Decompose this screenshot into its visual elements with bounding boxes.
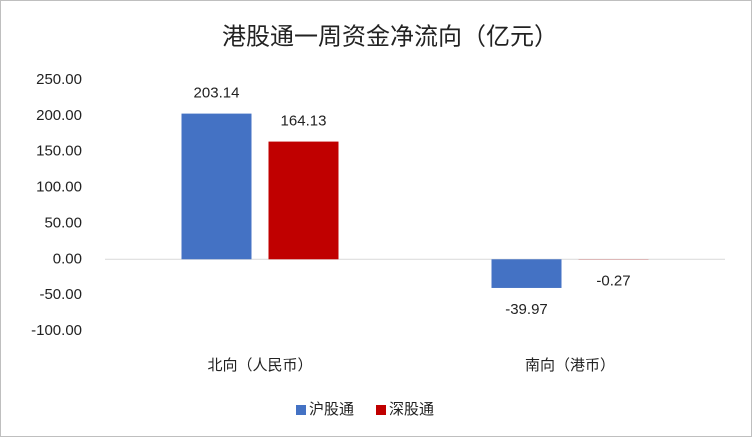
value-label: -39.97 xyxy=(505,301,548,318)
y-tick-label: 50.00 xyxy=(44,214,82,231)
legend-swatch xyxy=(296,405,306,415)
legend-label: 深股通 xyxy=(389,401,434,418)
y-tick-label: -50.00 xyxy=(39,286,82,303)
x-tick-label: 南向（港币） xyxy=(525,357,615,374)
legend-label: 沪股通 xyxy=(309,401,354,418)
y-tick-label: 0.00 xyxy=(53,250,82,267)
bar xyxy=(491,259,562,288)
bar xyxy=(268,141,339,260)
bar xyxy=(181,113,252,260)
y-tick-label: 100.00 xyxy=(36,179,82,196)
legend-swatch xyxy=(376,405,386,415)
y-tick-label: 200.00 xyxy=(36,107,82,124)
x-tick-label: 北向（人民币） xyxy=(207,357,312,374)
y-tick-label: -100.00 xyxy=(31,322,82,339)
value-label: 203.14 xyxy=(194,85,240,102)
value-label: 164.13 xyxy=(281,113,327,130)
y-tick-label: 250.00 xyxy=(36,71,82,88)
chart-title: 港股通一周资金净流向（亿元） xyxy=(222,23,558,50)
y-tick-label: 150.00 xyxy=(36,143,82,160)
value-label: -0.27 xyxy=(596,272,630,289)
